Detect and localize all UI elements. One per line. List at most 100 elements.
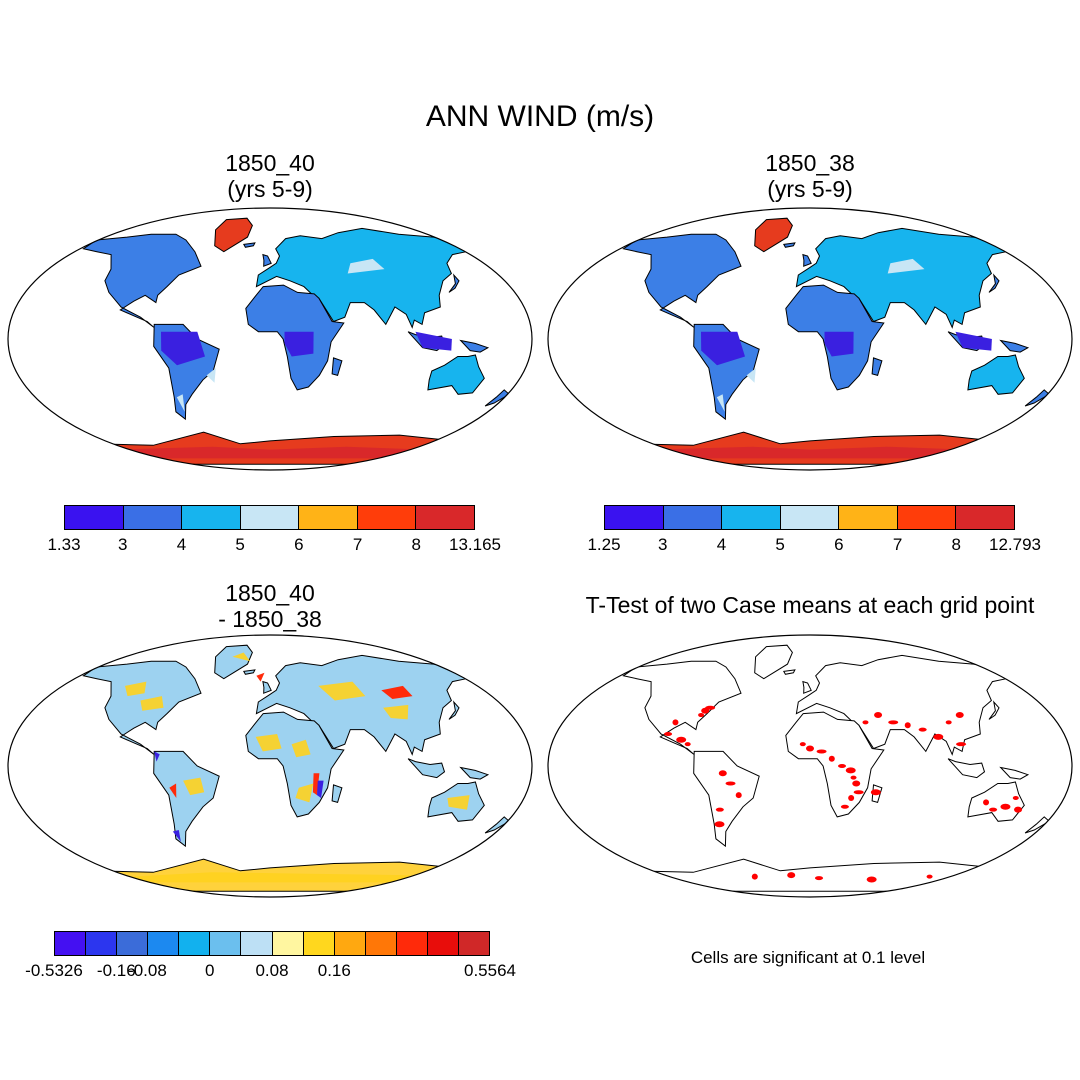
- colorbar-swatch: [241, 932, 273, 955]
- significant-cell: [850, 775, 857, 780]
- map-panel-ttest: [547, 634, 1073, 898]
- significant-cell: [664, 731, 673, 736]
- positive-difference-region: [183, 777, 205, 796]
- colorbar-tick-label: 1.25: [587, 535, 621, 554]
- significant-cell: [715, 807, 724, 812]
- low-wind-region: [701, 331, 745, 366]
- landmass-japan: [448, 700, 460, 720]
- colorbar-swatch: [839, 506, 898, 529]
- significant-cell: [840, 804, 849, 809]
- landmass-northAmerica: [622, 233, 742, 328]
- colorbar-tick-label: 0: [204, 961, 215, 980]
- colorbar-swatch: [179, 932, 211, 955]
- landmass-madagascar: [331, 357, 343, 377]
- colorbar-tick-label: -0.16: [96, 961, 136, 980]
- positive-difference-region: [318, 681, 366, 701]
- positive-difference-region: [291, 739, 311, 758]
- low-wind-region: [284, 331, 314, 357]
- panel-title-2: 1850_38 (yrs 5-9): [765, 150, 855, 202]
- significant-cell: [735, 792, 742, 799]
- colorbar-tick-label: 0.16: [317, 961, 351, 980]
- significant-cell: [870, 789, 881, 796]
- significant-cell: [848, 795, 855, 802]
- landmass-southAmerica: [693, 750, 760, 848]
- moderate-wind-region: [206, 368, 216, 383]
- strong-positive-difference-region: [169, 783, 177, 798]
- colorbar-swatch: [210, 932, 242, 955]
- landmass-iceland: [783, 242, 796, 248]
- high-wind-region: [653, 446, 967, 459]
- moderate-wind-region: [746, 368, 756, 383]
- landmass-antarctica: [631, 858, 995, 892]
- significant-cell: [1000, 803, 1011, 810]
- significant-cell: [904, 722, 911, 729]
- significant-cell: [672, 719, 679, 726]
- main-title: ANN WIND (m/s): [425, 100, 655, 133]
- low-wind-region: [824, 331, 854, 357]
- negative-difference-region: [317, 780, 324, 798]
- landmass-antarctica: [631, 431, 995, 465]
- significant-cell: [1012, 796, 1019, 801]
- colorbar-swatch: [303, 932, 335, 955]
- colorbar-tick-label: 7: [352, 535, 363, 554]
- significant-cell: [799, 742, 806, 747]
- landmass-uk: [262, 680, 272, 694]
- significant-cell: [853, 790, 864, 795]
- colorbar-swatch: [956, 506, 1015, 529]
- colorbar-tick-label: 7: [892, 535, 903, 554]
- significant-cell: [989, 807, 998, 812]
- colorbar-tick-label: 8: [951, 535, 962, 554]
- colorbar-swatch: [722, 506, 781, 529]
- landmass-japan: [988, 700, 1000, 720]
- colorbar-tick-label: 4: [716, 535, 727, 554]
- low-wind-region: [955, 331, 992, 351]
- significant-cell: [933, 733, 944, 740]
- colorbar-tick-label: 5: [775, 535, 785, 554]
- map-panel-1850-40: [7, 207, 533, 471]
- positive-difference-region: [232, 652, 251, 662]
- colorbar-tick-label: 13.165: [449, 535, 501, 554]
- colorbar-swatch: [416, 506, 475, 529]
- colorbar-tick-label: 0.5564: [464, 961, 516, 980]
- landmass-australia: [427, 354, 485, 395]
- colorbar-swatch: [182, 506, 241, 529]
- colorbar-difference: [54, 931, 490, 956]
- colorbar-tick-label: 3: [657, 535, 668, 554]
- significant-cell: [828, 755, 835, 762]
- moderate-wind-region: [347, 258, 385, 274]
- positive-difference-region: [140, 696, 164, 711]
- landmass-newguinea: [459, 766, 490, 780]
- significant-cell: [676, 736, 687, 743]
- colorbar-tick-label: 5: [235, 535, 245, 554]
- colorbar-swatch: [299, 506, 358, 529]
- landmass-madagascar: [331, 784, 343, 804]
- landmass-uk: [262, 253, 272, 267]
- colorbar-swatch: [427, 932, 460, 955]
- low-wind-region: [161, 331, 205, 366]
- significance-note: Cells are significant at 0.1 level: [690, 948, 926, 967]
- landmass-eurasia: [795, 227, 1008, 329]
- strong-positive-difference-region: [256, 672, 265, 682]
- positive-difference-region: [383, 704, 409, 720]
- significant-cell: [787, 872, 796, 879]
- colorbar-tick-label: 12.793: [989, 535, 1041, 554]
- landmass-australia: [967, 781, 1025, 822]
- colorbar-swatch: [396, 932, 428, 955]
- moderate-wind-region: [716, 394, 725, 412]
- colorbar-tick-label: 6: [834, 535, 844, 554]
- positive-difference-region: [132, 872, 411, 883]
- significant-cell: [816, 749, 827, 754]
- moderate-wind-region: [887, 258, 925, 274]
- panel-title-4: T-Test of two Case means at each grid po…: [585, 592, 1035, 618]
- map-boundary: [7, 634, 533, 898]
- significant-cell: [718, 770, 727, 777]
- significant-cell: [751, 873, 758, 880]
- significant-cell: [838, 764, 847, 768]
- colorbar-1850-40: [64, 505, 475, 530]
- colorbar-swatch: [357, 506, 417, 529]
- panel-title-1: 1850_40 (yrs 5-9): [225, 150, 315, 202]
- colorbar-swatch: [334, 932, 366, 955]
- colorbar-swatch: [897, 506, 957, 529]
- colorbar-swatch: [148, 932, 180, 955]
- landmass-uk: [802, 253, 812, 267]
